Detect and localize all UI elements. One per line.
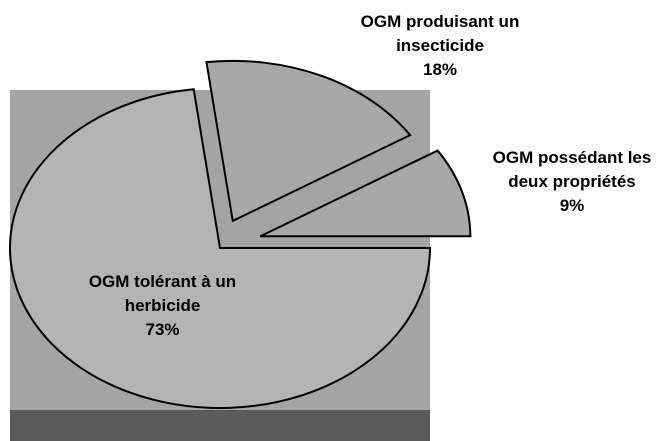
category-label: OGM tolérant à un herbicide [88,272,237,315]
pie-slice [259,149,472,238]
value-label: 18% [422,60,458,79]
value-label: 73% [145,320,180,339]
slice-label: OGM produisant un insecticide 18% [340,10,540,82]
slices [9,59,472,409]
pie-slice [205,59,412,223]
category-label: OGM possédant les deux propriétés [492,148,652,191]
value-label: 9% [559,196,585,215]
slice-label: OGM tolérant à un herbicide 73% [70,270,255,342]
pie-slice [9,88,432,409]
category-label: OGM produisant un insecticide [360,12,520,55]
pie-side [10,410,430,441]
slice-label: OGM possédant les deux propriétés 9% [482,146,662,218]
